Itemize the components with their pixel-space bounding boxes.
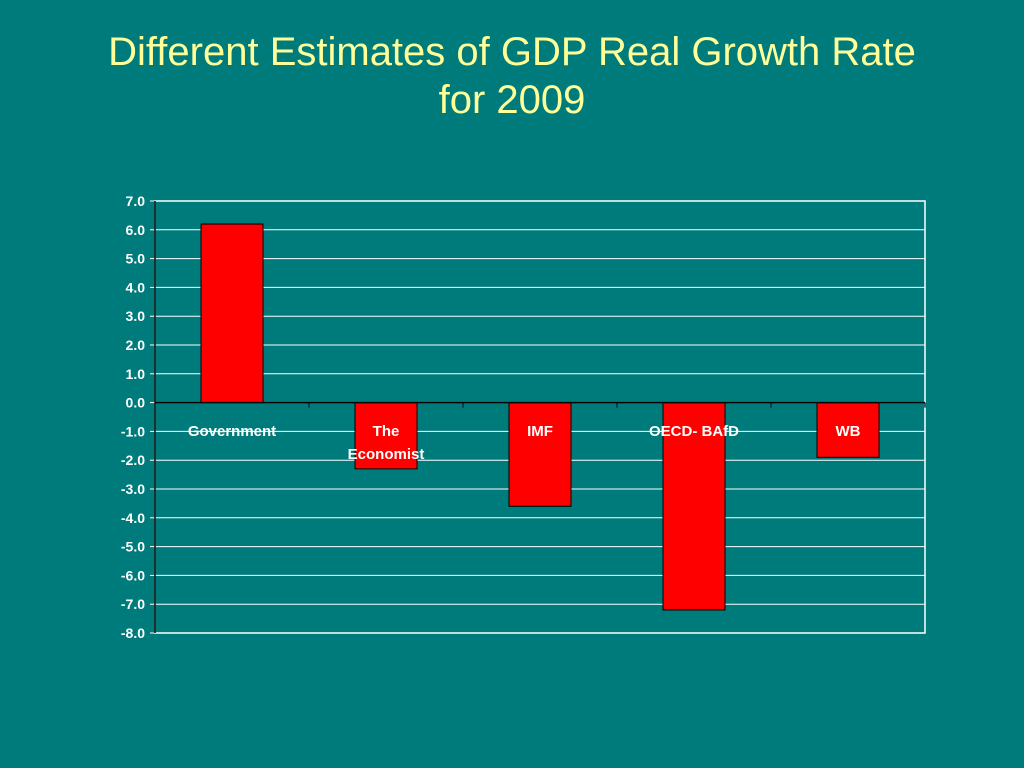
y-tick-label: -3.0 [121, 481, 145, 497]
category-label: OECD- BAfD [649, 423, 739, 440]
bar [508, 402, 572, 507]
bar [816, 402, 880, 458]
slide-title-line-2: for 2009 [438, 78, 586, 122]
bar [354, 402, 418, 470]
y-tick-label: -8.0 [121, 625, 145, 641]
bar [200, 223, 264, 404]
category-label: The [373, 423, 400, 440]
y-tick-label: 2.0 [126, 337, 146, 353]
y-tick-label: 5.0 [126, 251, 146, 267]
y-tick-label: 4.0 [126, 279, 146, 295]
slide-title: Different Estimates of GDP Real Growth R… [0, 28, 1024, 124]
category-label: WB [836, 423, 861, 440]
bars [200, 223, 880, 611]
y-tick-label: -7.0 [121, 596, 145, 612]
y-tick-label: -6.0 [121, 567, 145, 583]
y-tick-label: -5.0 [121, 539, 145, 555]
y-tick-label: 3.0 [126, 308, 146, 324]
y-tick-label: 1.0 [126, 366, 146, 382]
slide-title-line-1: Different Estimates of GDP Real Growth R… [108, 30, 916, 74]
y-tick-label: 7.0 [126, 193, 146, 209]
y-tick-label: -4.0 [121, 510, 145, 526]
bar [662, 402, 726, 611]
y-tick-label: -2.0 [121, 452, 145, 468]
axes [150, 200, 926, 634]
category-label: IMF [527, 423, 553, 440]
category-label: Government [188, 423, 276, 440]
y-tick-label: 0.0 [126, 395, 146, 411]
category-label: Economist [348, 446, 425, 463]
y-tick-label: 6.0 [126, 222, 146, 238]
y-tick-label: -1.0 [121, 423, 145, 439]
labels: 7.0 6.0 5.0 4.0 3.0 2.0 1.0 0.0 -1.0 -2.0 -3.0 -4.0… [121, 193, 861, 641]
gridlines [154, 200, 926, 634]
